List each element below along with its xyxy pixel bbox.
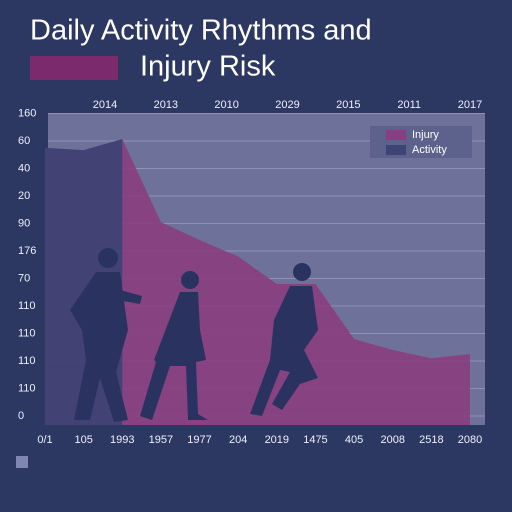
y-tick-label: 0 [18, 410, 24, 422]
legend-swatch [386, 130, 406, 140]
top-tick-label: 2015 [336, 99, 360, 111]
x-tick-label: 1993 [110, 434, 134, 446]
x-tick-label: 2019 [265, 434, 289, 446]
y-tick-label: 70 [18, 272, 30, 284]
silhouette-walker [70, 272, 142, 422]
top-tick-label: 2013 [154, 99, 178, 111]
top-tick-label: 2017 [458, 99, 482, 111]
top-tick-label: 2014 [93, 99, 117, 111]
legend-swatch [386, 145, 406, 155]
legend: Injury Activity [370, 126, 472, 158]
legend-label: Injury [412, 129, 439, 141]
footer-icon [16, 456, 28, 468]
silhouette-head [98, 248, 118, 268]
y-tick-label: 20 [18, 190, 30, 202]
x-tick-label: 1475 [303, 434, 327, 446]
y-tick-label: 60 [18, 135, 30, 147]
y-tick-label: 110 [18, 382, 36, 394]
chart-title: Injury Risk [140, 51, 276, 83]
x-tick-label: 1957 [149, 434, 173, 446]
chart-title: Daily Activity Rhythms and [30, 15, 372, 47]
silhouette-runner [140, 292, 208, 420]
y-tick-label: 90 [18, 217, 30, 229]
legend-label: Activity [412, 144, 447, 156]
x-tick-label: 405 [345, 434, 363, 446]
y-tick-label: 110 [18, 355, 36, 367]
x-tick-label: 2518 [419, 434, 443, 446]
silhouette-head [293, 263, 311, 281]
y-tick-label: 160 [18, 107, 36, 119]
x-tick-label: 0/1 [37, 434, 52, 446]
y-tick-label: 176 [18, 245, 36, 257]
y-tick-label: 40 [18, 162, 30, 174]
silhouette-runner [250, 286, 318, 416]
x-tick-label: 2080 [458, 434, 482, 446]
top-tick-label: 2010 [214, 99, 238, 111]
x-tick-label: 105 [74, 434, 92, 446]
top-tick-label: 2011 [397, 99, 421, 111]
top-tick-label: 2029 [275, 99, 299, 111]
silhouette-head [181, 271, 199, 289]
title-accent [30, 56, 118, 80]
area [45, 139, 470, 425]
silhouettes [70, 248, 318, 422]
x-tick-label: 204 [229, 434, 247, 446]
y-tick-label: 110 [18, 327, 36, 339]
x-tick-label: 1977 [187, 434, 211, 446]
y-tick-label: 110 [18, 300, 36, 312]
x-tick-label: 2008 [380, 434, 404, 446]
